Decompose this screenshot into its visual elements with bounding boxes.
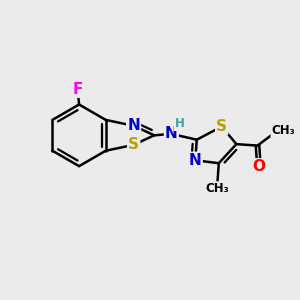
Text: S: S — [128, 137, 139, 152]
Text: N: N — [127, 118, 140, 133]
Text: CH₃: CH₃ — [272, 124, 295, 136]
Text: N: N — [189, 153, 202, 168]
Text: N: N — [165, 126, 178, 141]
Text: S: S — [216, 119, 227, 134]
Text: CH₃: CH₃ — [206, 182, 229, 195]
Text: H: H — [175, 117, 184, 130]
Text: F: F — [72, 82, 83, 97]
Text: O: O — [253, 159, 266, 174]
